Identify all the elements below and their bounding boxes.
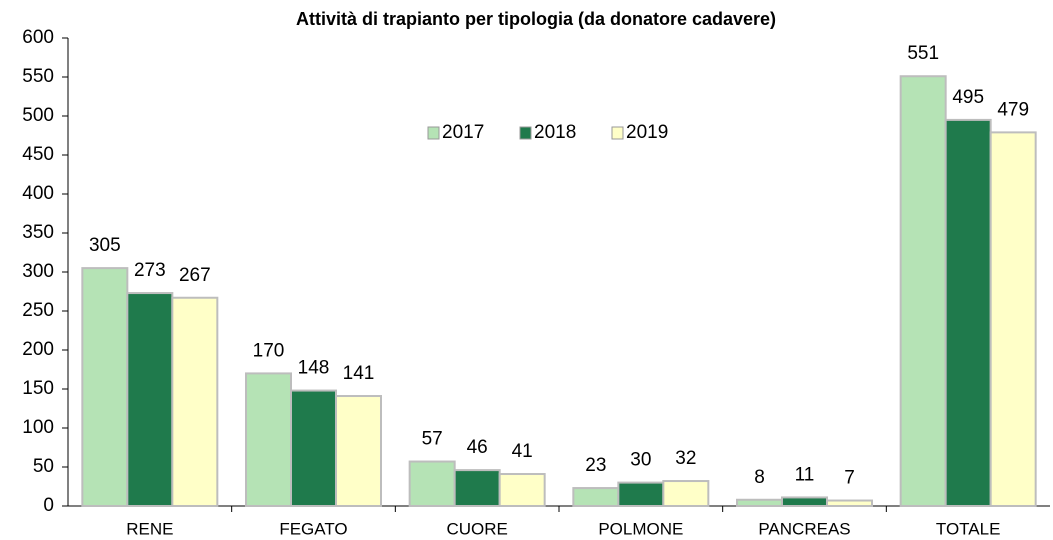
data-label: 141 — [343, 363, 375, 384]
data-label: 8 — [754, 467, 765, 488]
y-tick-label: 0 — [43, 495, 54, 516]
data-label: 170 — [253, 340, 285, 361]
y-tick-label: 600 — [22, 27, 54, 48]
legend-swatch — [427, 126, 440, 140]
y-tick-label: 400 — [22, 183, 54, 204]
data-label: 30 — [630, 450, 651, 471]
legend-swatch — [519, 126, 532, 140]
bar — [944, 118, 992, 508]
y-tick-label: 250 — [22, 300, 54, 321]
data-label: 148 — [298, 358, 330, 379]
y-tick-label: 450 — [22, 144, 54, 165]
data-label: 479 — [997, 99, 1029, 120]
bar — [989, 131, 1037, 507]
x-tick-label: POLMONE — [598, 519, 683, 538]
data-label: 7 — [844, 468, 855, 489]
bar — [453, 469, 501, 507]
y-tick-label: 100 — [22, 417, 54, 438]
data-label: 32 — [675, 448, 696, 469]
legend-swatch — [611, 126, 624, 140]
x-tick-label: TOTALE — [936, 519, 1001, 538]
y-tick-label: 550 — [22, 66, 54, 87]
y-tick-label: 300 — [22, 261, 54, 282]
bar — [781, 496, 828, 508]
bar — [335, 395, 382, 507]
bar — [408, 460, 456, 508]
data-label: 11 — [795, 464, 815, 485]
bar — [171, 296, 219, 507]
data-label: 57 — [422, 429, 443, 450]
legend-label: 2019 — [626, 122, 668, 143]
data-label: 46 — [467, 437, 488, 458]
bar — [899, 75, 947, 507]
y-tick-label: 150 — [22, 378, 54, 399]
x-tick-label: RENE — [126, 519, 173, 538]
bar — [572, 487, 620, 507]
legend-label: 2017 — [442, 122, 484, 143]
bar — [126, 292, 174, 507]
y-tick-label: 500 — [22, 105, 54, 126]
bar — [245, 372, 292, 507]
bar — [498, 473, 546, 507]
bar — [826, 499, 873, 508]
bar — [81, 267, 129, 507]
x-tick-label: FEGATO — [279, 519, 347, 538]
legend-label: 2018 — [534, 122, 576, 143]
bar — [662, 480, 710, 508]
y-tick-label: 350 — [22, 222, 54, 243]
data-label: 495 — [952, 87, 984, 108]
data-label: 551 — [907, 43, 939, 64]
chart-title: Attività di trapianto per tipologia (da … — [296, 9, 776, 29]
bar — [736, 498, 783, 508]
y-tick-label: 200 — [22, 339, 54, 360]
bar — [290, 389, 337, 507]
data-label: 305 — [89, 235, 121, 256]
bar — [617, 481, 665, 508]
x-tick-label: CUORE — [446, 519, 507, 538]
x-tick-label: PANCREAS — [758, 519, 850, 538]
data-label: 273 — [134, 260, 166, 281]
data-label: 41 — [512, 441, 533, 462]
data-label: 23 — [585, 455, 606, 476]
data-label: 267 — [179, 265, 211, 286]
y-tick-label: 50 — [33, 456, 54, 477]
